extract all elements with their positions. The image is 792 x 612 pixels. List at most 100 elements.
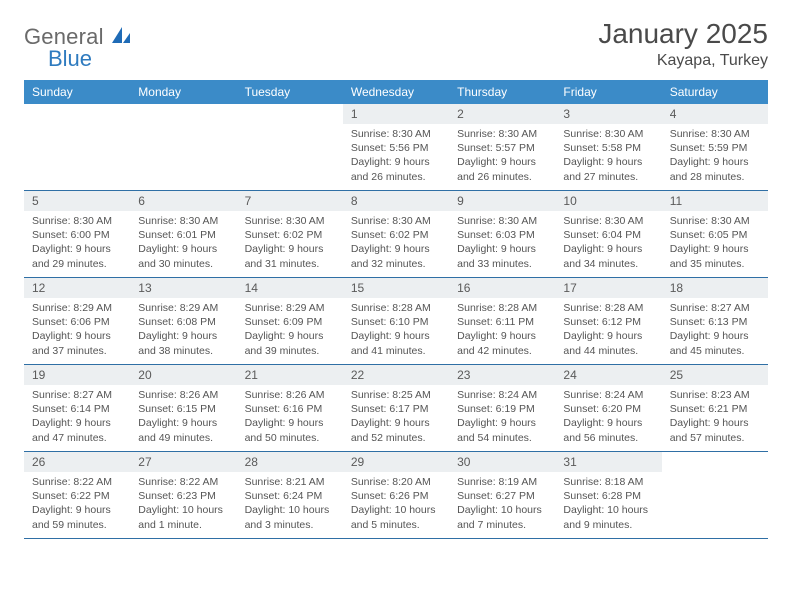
day-cell: 3Sunrise: 8:30 AMSunset: 5:58 PMDaylight… — [555, 104, 661, 191]
day-details: Sunrise: 8:30 AMSunset: 5:58 PMDaylight:… — [555, 124, 661, 188]
calendar-table: Sunday Monday Tuesday Wednesday Thursday… — [24, 80, 768, 539]
day-number: 9 — [449, 191, 555, 211]
day-number: 6 — [130, 191, 236, 211]
day-number: 22 — [343, 365, 449, 385]
day-number: 28 — [237, 452, 343, 472]
day-details: Sunrise: 8:29 AMSunset: 6:08 PMDaylight:… — [130, 298, 236, 362]
calendar-page: General January 2025 Kayapa, Turkey Blue… — [0, 0, 792, 557]
day-details: Sunrise: 8:24 AMSunset: 6:20 PMDaylight:… — [555, 385, 661, 449]
logo-sail-icon — [110, 25, 132, 50]
logo-word2: Blue — [48, 46, 92, 72]
day-number: 14 — [237, 278, 343, 298]
day-cell: 29Sunrise: 8:20 AMSunset: 6:26 PMDayligh… — [343, 452, 449, 539]
day-details: Sunrise: 8:29 AMSunset: 6:09 PMDaylight:… — [237, 298, 343, 362]
day-number: 10 — [555, 191, 661, 211]
day-details: Sunrise: 8:26 AMSunset: 6:15 PMDaylight:… — [130, 385, 236, 449]
day-cell: 10Sunrise: 8:30 AMSunset: 6:04 PMDayligh… — [555, 191, 661, 278]
day-number: 19 — [24, 365, 130, 385]
day-details: Sunrise: 8:26 AMSunset: 6:16 PMDaylight:… — [237, 385, 343, 449]
day-number: 18 — [662, 278, 768, 298]
day-cell: 19Sunrise: 8:27 AMSunset: 6:14 PMDayligh… — [24, 365, 130, 452]
day-cell: 5Sunrise: 8:30 AMSunset: 6:00 PMDaylight… — [24, 191, 130, 278]
day-cell: 18Sunrise: 8:27 AMSunset: 6:13 PMDayligh… — [662, 278, 768, 365]
day-details: Sunrise: 8:22 AMSunset: 6:22 PMDaylight:… — [24, 472, 130, 536]
day-details: Sunrise: 8:22 AMSunset: 6:23 PMDaylight:… — [130, 472, 236, 536]
day-cell: 26Sunrise: 8:22 AMSunset: 6:22 PMDayligh… — [24, 452, 130, 539]
day-details: Sunrise: 8:30 AMSunset: 6:02 PMDaylight:… — [237, 211, 343, 275]
day-details: Sunrise: 8:20 AMSunset: 6:26 PMDaylight:… — [343, 472, 449, 536]
day-cell: 21Sunrise: 8:26 AMSunset: 6:16 PMDayligh… — [237, 365, 343, 452]
header: General January 2025 Kayapa, Turkey — [24, 18, 768, 70]
weekday-header: Saturday — [662, 80, 768, 104]
day-number: 16 — [449, 278, 555, 298]
page-title: January 2025 — [598, 18, 768, 50]
day-cell: 8Sunrise: 8:30 AMSunset: 6:02 PMDaylight… — [343, 191, 449, 278]
day-number: 30 — [449, 452, 555, 472]
weekday-header-row: Sunday Monday Tuesday Wednesday Thursday… — [24, 80, 768, 104]
day-cell: 6Sunrise: 8:30 AMSunset: 6:01 PMDaylight… — [130, 191, 236, 278]
day-details: Sunrise: 8:30 AMSunset: 6:05 PMDaylight:… — [662, 211, 768, 275]
day-number: 24 — [555, 365, 661, 385]
day-details: Sunrise: 8:19 AMSunset: 6:27 PMDaylight:… — [449, 472, 555, 536]
day-details: Sunrise: 8:30 AMSunset: 5:59 PMDaylight:… — [662, 124, 768, 188]
title-block: January 2025 Kayapa, Turkey — [598, 18, 768, 70]
day-details: Sunrise: 8:25 AMSunset: 6:17 PMDaylight:… — [343, 385, 449, 449]
day-number: 4 — [662, 104, 768, 124]
day-cell: 31Sunrise: 8:18 AMSunset: 6:28 PMDayligh… — [555, 452, 661, 539]
day-details: Sunrise: 8:18 AMSunset: 6:28 PMDaylight:… — [555, 472, 661, 536]
week-row: 12Sunrise: 8:29 AMSunset: 6:06 PMDayligh… — [24, 278, 768, 365]
day-details: Sunrise: 8:23 AMSunset: 6:21 PMDaylight:… — [662, 385, 768, 449]
day-cell: 30Sunrise: 8:19 AMSunset: 6:27 PMDayligh… — [449, 452, 555, 539]
day-number: 20 — [130, 365, 236, 385]
day-number: 26 — [24, 452, 130, 472]
day-number: 8 — [343, 191, 449, 211]
day-number: 15 — [343, 278, 449, 298]
weekday-header: Wednesday — [343, 80, 449, 104]
day-cell: 11Sunrise: 8:30 AMSunset: 6:05 PMDayligh… — [662, 191, 768, 278]
day-number: 29 — [343, 452, 449, 472]
day-cell: 16Sunrise: 8:28 AMSunset: 6:11 PMDayligh… — [449, 278, 555, 365]
weekday-header: Friday — [555, 80, 661, 104]
day-number: 27 — [130, 452, 236, 472]
day-number: 5 — [24, 191, 130, 211]
day-details: Sunrise: 8:30 AMSunset: 6:01 PMDaylight:… — [130, 211, 236, 275]
day-cell — [662, 452, 768, 539]
day-cell: 24Sunrise: 8:24 AMSunset: 6:20 PMDayligh… — [555, 365, 661, 452]
calendar-body: 1Sunrise: 8:30 AMSunset: 5:56 PMDaylight… — [24, 104, 768, 539]
day-cell: 17Sunrise: 8:28 AMSunset: 6:12 PMDayligh… — [555, 278, 661, 365]
day-details: Sunrise: 8:28 AMSunset: 6:12 PMDaylight:… — [555, 298, 661, 362]
day-details: Sunrise: 8:30 AMSunset: 6:03 PMDaylight:… — [449, 211, 555, 275]
location-text: Kayapa, Turkey — [598, 52, 768, 70]
day-cell: 25Sunrise: 8:23 AMSunset: 6:21 PMDayligh… — [662, 365, 768, 452]
day-cell: 7Sunrise: 8:30 AMSunset: 6:02 PMDaylight… — [237, 191, 343, 278]
day-number: 2 — [449, 104, 555, 124]
day-cell — [24, 104, 130, 191]
day-cell: 1Sunrise: 8:30 AMSunset: 5:56 PMDaylight… — [343, 104, 449, 191]
day-details: Sunrise: 8:27 AMSunset: 6:14 PMDaylight:… — [24, 385, 130, 449]
day-details: Sunrise: 8:29 AMSunset: 6:06 PMDaylight:… — [24, 298, 130, 362]
day-cell: 14Sunrise: 8:29 AMSunset: 6:09 PMDayligh… — [237, 278, 343, 365]
day-details: Sunrise: 8:30 AMSunset: 6:02 PMDaylight:… — [343, 211, 449, 275]
day-details: Sunrise: 8:27 AMSunset: 6:13 PMDaylight:… — [662, 298, 768, 362]
day-cell: 9Sunrise: 8:30 AMSunset: 6:03 PMDaylight… — [449, 191, 555, 278]
week-row: 19Sunrise: 8:27 AMSunset: 6:14 PMDayligh… — [24, 365, 768, 452]
day-details: Sunrise: 8:30 AMSunset: 6:04 PMDaylight:… — [555, 211, 661, 275]
day-number: 12 — [24, 278, 130, 298]
weekday-header: Thursday — [449, 80, 555, 104]
day-number: 13 — [130, 278, 236, 298]
week-row: 5Sunrise: 8:30 AMSunset: 6:00 PMDaylight… — [24, 191, 768, 278]
day-details: Sunrise: 8:28 AMSunset: 6:10 PMDaylight:… — [343, 298, 449, 362]
day-cell — [130, 104, 236, 191]
day-number: 11 — [662, 191, 768, 211]
day-number: 7 — [237, 191, 343, 211]
day-cell: 20Sunrise: 8:26 AMSunset: 6:15 PMDayligh… — [130, 365, 236, 452]
day-number: 25 — [662, 365, 768, 385]
day-cell: 22Sunrise: 8:25 AMSunset: 6:17 PMDayligh… — [343, 365, 449, 452]
weekday-header: Monday — [130, 80, 236, 104]
day-cell — [237, 104, 343, 191]
week-row: 26Sunrise: 8:22 AMSunset: 6:22 PMDayligh… — [24, 452, 768, 539]
day-cell: 12Sunrise: 8:29 AMSunset: 6:06 PMDayligh… — [24, 278, 130, 365]
day-cell: 4Sunrise: 8:30 AMSunset: 5:59 PMDaylight… — [662, 104, 768, 191]
day-number: 3 — [555, 104, 661, 124]
week-row: 1Sunrise: 8:30 AMSunset: 5:56 PMDaylight… — [24, 104, 768, 191]
